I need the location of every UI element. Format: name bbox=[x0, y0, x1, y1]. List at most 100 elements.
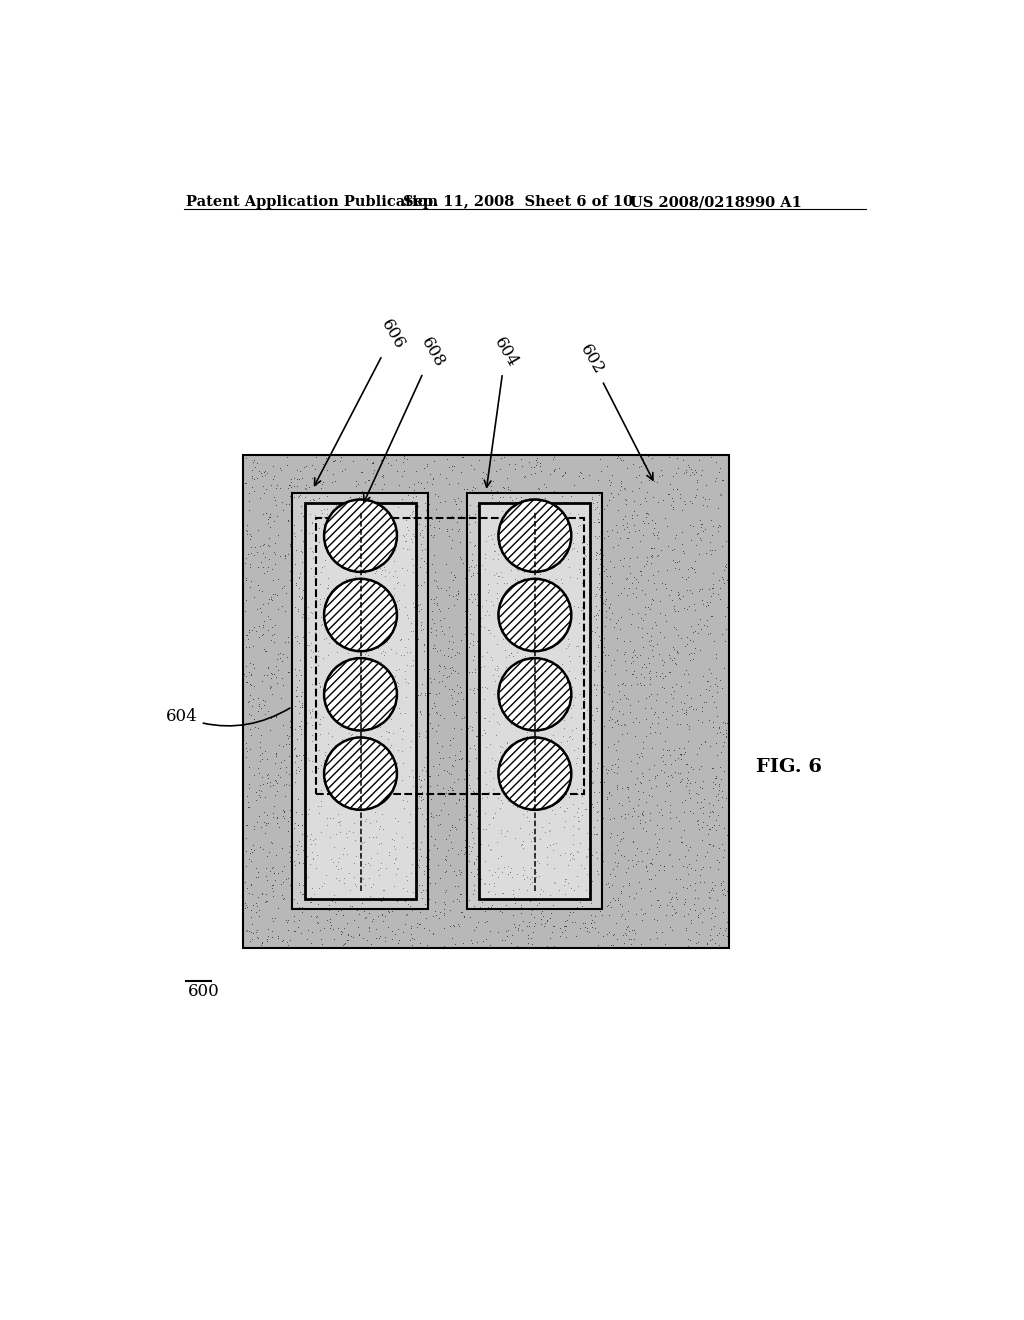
Point bbox=[467, 512, 483, 533]
Point bbox=[484, 704, 501, 725]
Point bbox=[507, 529, 523, 550]
Point bbox=[568, 854, 585, 875]
Point bbox=[376, 572, 392, 593]
Point bbox=[568, 825, 585, 846]
Point bbox=[240, 692, 256, 713]
Point bbox=[573, 496, 590, 517]
Point bbox=[436, 849, 453, 870]
Point bbox=[574, 793, 591, 814]
Point bbox=[297, 544, 313, 565]
Point bbox=[501, 725, 517, 746]
Point bbox=[342, 760, 358, 781]
Point bbox=[273, 577, 290, 598]
Point bbox=[558, 916, 574, 937]
Point bbox=[504, 578, 520, 599]
Point bbox=[352, 813, 369, 834]
Point bbox=[718, 719, 734, 741]
Point bbox=[374, 484, 390, 506]
Point bbox=[354, 644, 371, 665]
Point bbox=[483, 649, 500, 671]
Point bbox=[488, 573, 505, 594]
Point bbox=[572, 561, 589, 582]
Point bbox=[417, 836, 433, 857]
Point bbox=[419, 471, 435, 492]
Point bbox=[525, 554, 542, 576]
Point bbox=[676, 820, 692, 841]
Point bbox=[652, 799, 669, 820]
Point bbox=[516, 676, 532, 697]
Point bbox=[423, 589, 439, 610]
Point bbox=[446, 916, 463, 937]
Point bbox=[664, 676, 680, 697]
Point bbox=[402, 619, 419, 640]
Point bbox=[315, 636, 332, 657]
Point bbox=[540, 627, 556, 648]
Point bbox=[579, 777, 595, 799]
Point bbox=[371, 576, 387, 597]
Point bbox=[567, 504, 584, 525]
Point bbox=[388, 698, 404, 719]
Point bbox=[393, 495, 410, 516]
Point bbox=[289, 469, 305, 490]
Point bbox=[476, 533, 493, 554]
Point bbox=[630, 805, 646, 826]
Point bbox=[572, 809, 589, 830]
Point bbox=[404, 502, 421, 523]
Point bbox=[309, 721, 326, 742]
Point bbox=[649, 491, 666, 512]
Point bbox=[555, 725, 571, 746]
Point bbox=[414, 698, 430, 719]
Point bbox=[373, 643, 389, 664]
Point bbox=[494, 832, 510, 853]
Point bbox=[648, 833, 665, 854]
Point bbox=[417, 685, 433, 706]
Point bbox=[489, 867, 506, 888]
Point bbox=[519, 653, 536, 675]
Point bbox=[274, 929, 291, 950]
Point bbox=[699, 671, 716, 692]
Point bbox=[475, 706, 492, 727]
Point bbox=[487, 671, 504, 692]
Point bbox=[243, 525, 259, 546]
Point bbox=[317, 845, 334, 866]
Point bbox=[259, 931, 275, 952]
Point bbox=[563, 579, 580, 601]
Point bbox=[361, 632, 378, 653]
Point bbox=[524, 738, 541, 759]
Point bbox=[697, 692, 714, 713]
Point bbox=[375, 570, 391, 591]
Point bbox=[701, 532, 718, 553]
Point bbox=[635, 511, 651, 532]
Point bbox=[556, 788, 572, 809]
Point bbox=[702, 907, 719, 928]
Point bbox=[554, 729, 570, 750]
Point bbox=[300, 643, 316, 664]
Point bbox=[368, 549, 384, 570]
Point bbox=[645, 755, 662, 776]
Point bbox=[512, 857, 528, 878]
Point bbox=[584, 892, 600, 913]
Point bbox=[480, 609, 497, 630]
Point bbox=[615, 548, 632, 569]
Point bbox=[482, 709, 499, 730]
Point bbox=[655, 855, 672, 876]
Point bbox=[367, 599, 383, 620]
Point bbox=[706, 562, 722, 583]
Point bbox=[543, 846, 559, 867]
Point bbox=[322, 714, 338, 735]
Point bbox=[574, 722, 591, 743]
Point bbox=[618, 862, 635, 883]
Point bbox=[534, 698, 550, 719]
Point bbox=[376, 651, 392, 672]
Point bbox=[466, 833, 482, 854]
Point bbox=[557, 916, 573, 937]
Point bbox=[322, 873, 338, 894]
Point bbox=[373, 533, 389, 554]
Point bbox=[343, 618, 359, 639]
Point bbox=[566, 643, 583, 664]
Point bbox=[385, 888, 401, 909]
Point bbox=[574, 708, 591, 729]
Point bbox=[709, 467, 725, 488]
Point bbox=[368, 747, 384, 768]
Point bbox=[501, 809, 517, 830]
